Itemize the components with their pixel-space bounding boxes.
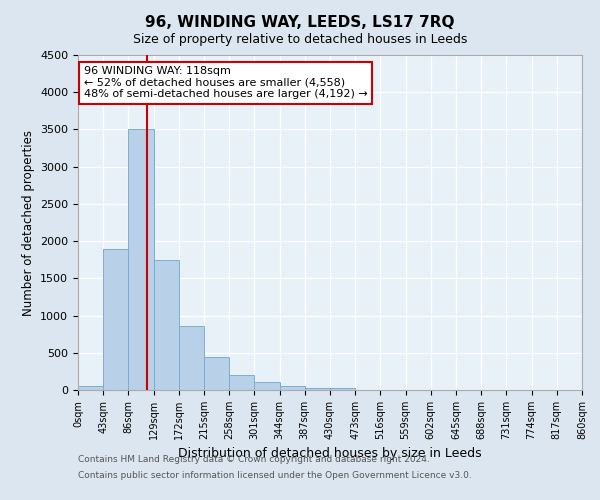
Bar: [330, 388, 355, 390]
Text: 96, WINDING WAY, LEEDS, LS17 7RQ: 96, WINDING WAY, LEEDS, LS17 7RQ: [145, 15, 455, 30]
X-axis label: Distribution of detached houses by size in Leeds: Distribution of detached houses by size …: [178, 448, 482, 460]
Text: Contains public sector information licensed under the Open Government Licence v3: Contains public sector information licen…: [78, 470, 472, 480]
Bar: [103, 248, 128, 390]
Bar: [229, 376, 254, 390]
Text: Size of property relative to detached houses in Leeds: Size of property relative to detached ho…: [133, 32, 467, 46]
Bar: [179, 326, 204, 390]
Bar: [154, 260, 179, 390]
Bar: [78, 386, 103, 390]
Bar: [204, 356, 229, 390]
Bar: [305, 388, 330, 390]
Bar: [128, 130, 154, 390]
Text: Contains HM Land Registry data © Crown copyright and database right 2024.: Contains HM Land Registry data © Crown c…: [78, 456, 430, 464]
Text: 96 WINDING WAY: 118sqm
← 52% of detached houses are smaller (4,558)
48% of semi-: 96 WINDING WAY: 118sqm ← 52% of detached…: [84, 66, 368, 100]
Bar: [280, 386, 305, 390]
Y-axis label: Number of detached properties: Number of detached properties: [22, 130, 35, 316]
Bar: [254, 382, 280, 390]
